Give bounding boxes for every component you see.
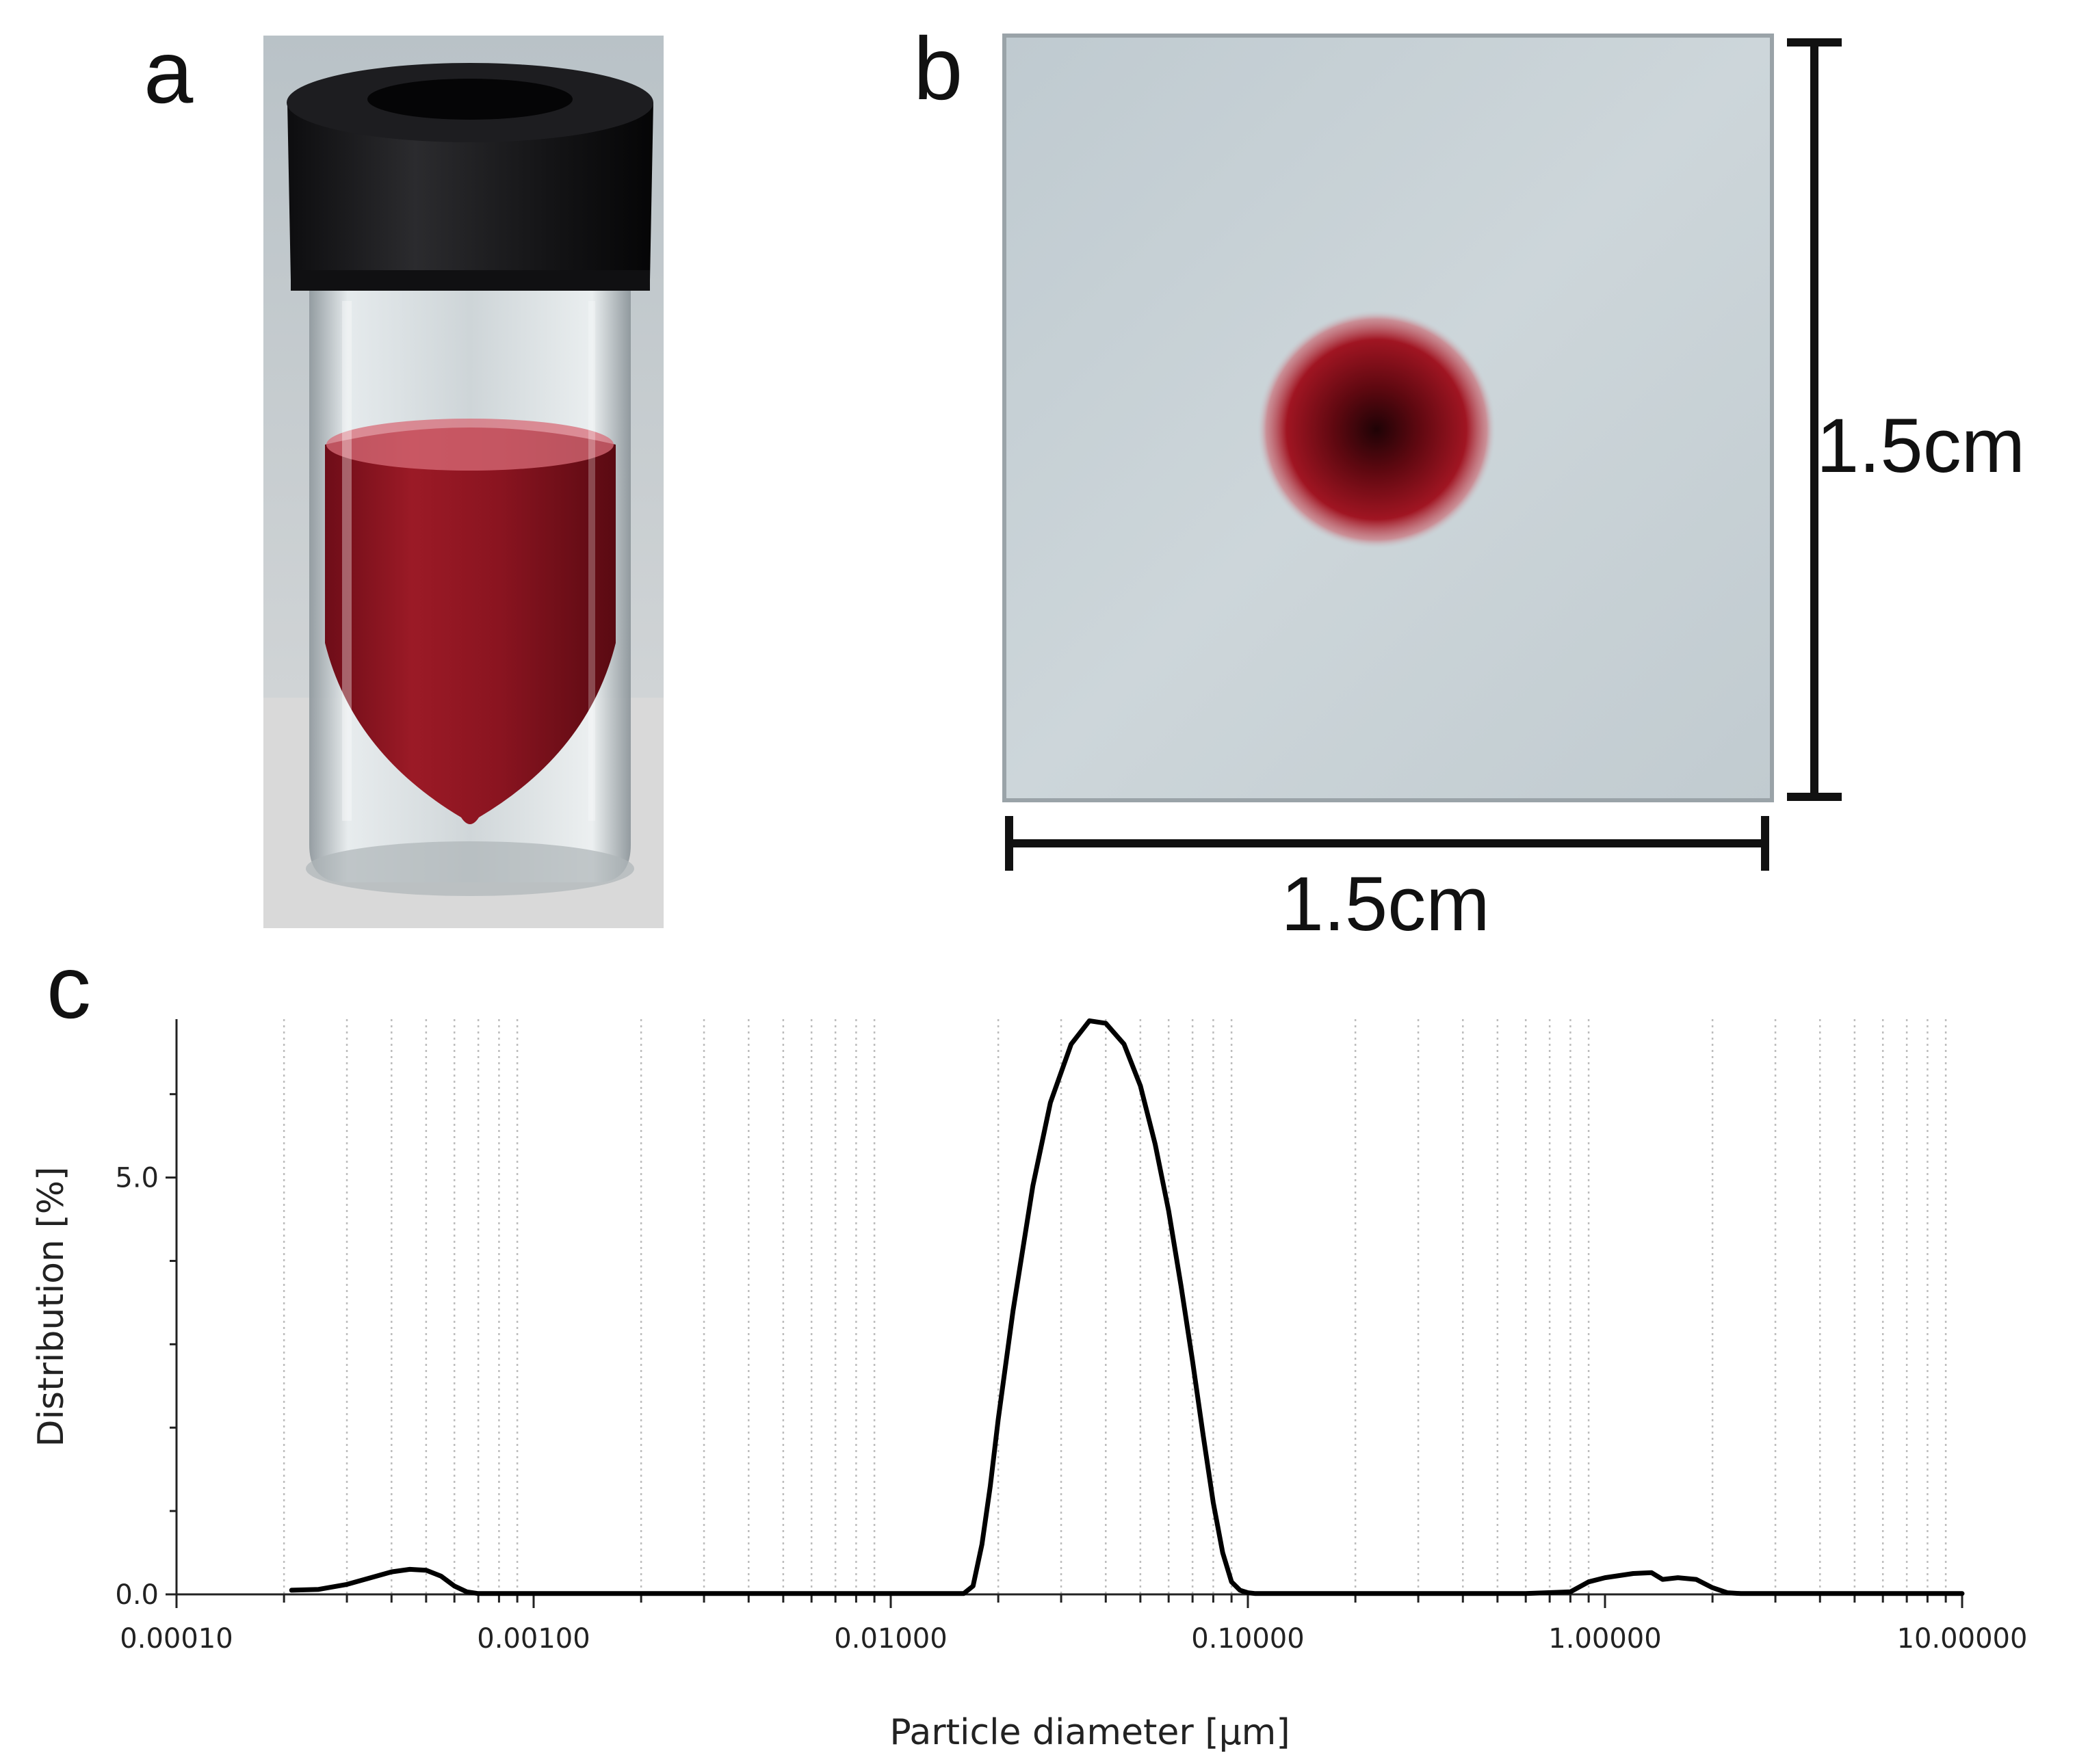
x-tick-label: 0.01000	[834, 1623, 947, 1655]
x-tick-label: 1.00000	[1548, 1623, 1661, 1655]
height-label: 1.5cm	[1816, 403, 2025, 488]
panel-b-letter: b	[913, 18, 963, 118]
panel-a: a	[144, 22, 664, 928]
height-scale-bar	[1787, 38, 1842, 801]
panel-c-letter: c	[47, 937, 91, 1037]
x-tick-label: 0.00010	[120, 1623, 233, 1655]
y-axis-title: Distribution [%]	[31, 1167, 72, 1447]
panel-a-letter: a	[144, 22, 194, 122]
width-scale-bar	[1005, 816, 1769, 871]
red-spot	[1257, 310, 1496, 549]
vial-photo	[263, 36, 664, 928]
distribution-series-line	[289, 1018, 1965, 1596]
panel-c: c 0.0 5.0 0.00010 0.00100 0.01000 0.10000 1.00…	[31, 937, 2027, 1753]
y-tick-label: 0.0	[115, 1579, 159, 1611]
y-tick-label: 5.0	[115, 1163, 159, 1194]
width-label: 1.5cm	[1281, 861, 1490, 947]
membrane-photo	[1002, 34, 1774, 802]
x-axis-title: Particle diameter [µm]	[889, 1712, 1290, 1753]
x-tick-label: 0.10000	[1191, 1623, 1304, 1655]
distribution-chart: 0.0 5.0 0.00010 0.00100 0.01000 0.10000 1.0000…	[115, 1018, 2028, 1655]
x-tick-label: 10.00000	[1897, 1623, 2028, 1655]
x-tick-label: 0.00100	[477, 1623, 590, 1655]
panel-b: b 1.5cm 1.5cm	[913, 18, 2025, 947]
